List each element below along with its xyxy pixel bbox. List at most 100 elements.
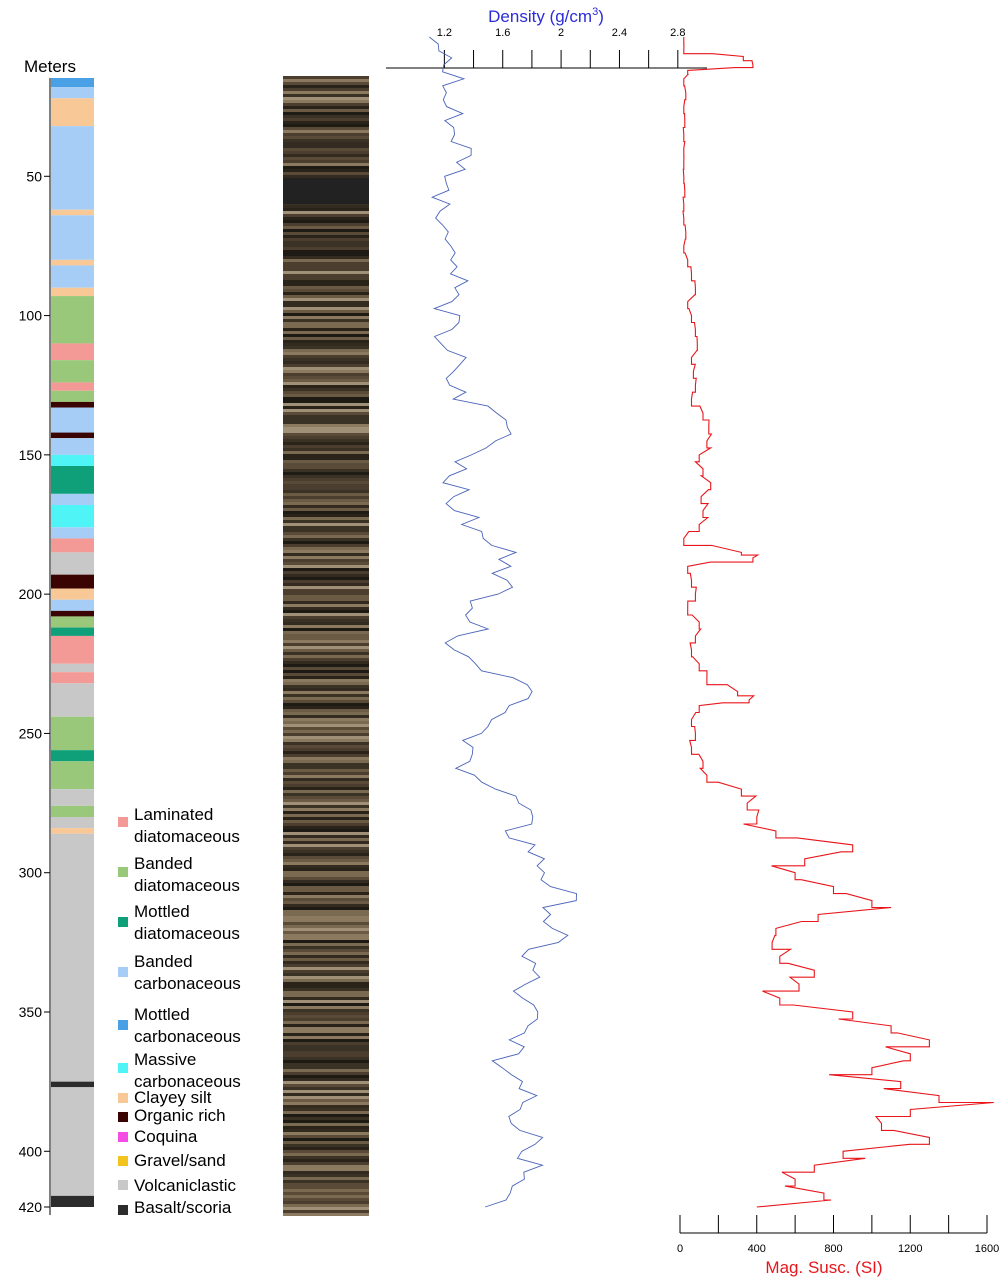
core-image-band bbox=[283, 1207, 369, 1210]
core-image-band bbox=[283, 373, 369, 376]
core-image-band bbox=[283, 949, 369, 952]
core-image-band bbox=[283, 583, 369, 586]
core-image-band bbox=[283, 124, 369, 127]
core-image-band bbox=[283, 1111, 369, 1114]
core-image-band bbox=[283, 493, 369, 496]
core-image-band bbox=[283, 268, 369, 271]
core-image-band bbox=[283, 1132, 369, 1135]
core-image-band bbox=[283, 661, 369, 664]
core-image-band bbox=[283, 358, 369, 361]
core-image-band bbox=[283, 487, 369, 490]
core-image-band bbox=[283, 943, 369, 946]
core-image-band bbox=[283, 802, 369, 805]
core-image-band bbox=[283, 703, 369, 706]
core-image-band bbox=[283, 1069, 369, 1072]
lithology-interval bbox=[51, 527, 94, 539]
core-image-band bbox=[283, 658, 369, 661]
lithology-interval bbox=[51, 750, 94, 762]
core-image-band bbox=[283, 631, 369, 634]
legend-label: Mottled bbox=[134, 902, 190, 921]
core-image-band bbox=[283, 1084, 369, 1087]
core-image-band bbox=[283, 244, 369, 247]
core-image-band bbox=[283, 541, 369, 544]
core-image-band bbox=[283, 670, 369, 673]
core-image-band bbox=[283, 844, 369, 847]
legend-swatch bbox=[118, 867, 128, 877]
core-image-band bbox=[283, 712, 369, 715]
core-image-band bbox=[283, 1201, 369, 1204]
lithology-interval bbox=[51, 98, 94, 127]
core-image-band bbox=[283, 1081, 369, 1084]
core-image-band bbox=[283, 217, 369, 220]
core-image-band bbox=[283, 856, 369, 859]
core-image-band bbox=[283, 1186, 369, 1189]
core-image-band bbox=[283, 1180, 369, 1183]
core-image-band bbox=[283, 85, 369, 88]
core-image-band bbox=[283, 1075, 369, 1078]
magsusc-tick-label: 800 bbox=[824, 1243, 842, 1255]
legend-swatch bbox=[118, 1156, 128, 1166]
core-image-band bbox=[283, 790, 369, 793]
core-image-band bbox=[283, 1006, 369, 1009]
core-image-band bbox=[283, 232, 369, 235]
core-image-band bbox=[283, 592, 369, 595]
core-image-band bbox=[283, 760, 369, 763]
density-series bbox=[429, 36, 577, 1208]
core-image-band bbox=[283, 424, 369, 427]
core-image-band bbox=[283, 250, 369, 253]
core-image-band bbox=[283, 94, 369, 97]
core-image-band bbox=[283, 727, 369, 730]
legend-label: Banded bbox=[134, 854, 193, 873]
legend-label: carbonaceous bbox=[134, 974, 241, 993]
lithology-interval bbox=[51, 672, 94, 684]
core-image-band bbox=[283, 646, 369, 649]
core-image-band bbox=[283, 433, 369, 436]
core-image-band bbox=[283, 139, 369, 142]
core-image-band bbox=[283, 106, 369, 109]
core-image-band bbox=[283, 457, 369, 460]
legend-swatch bbox=[118, 1132, 128, 1142]
density-axis: 1.2 1.6 2 2.4 2.8 bbox=[386, 27, 707, 69]
core-image-band bbox=[283, 532, 369, 535]
core-image-band bbox=[283, 883, 369, 886]
core-image-band bbox=[283, 988, 369, 991]
legend-swatch bbox=[118, 817, 128, 827]
core-image-band bbox=[283, 1099, 369, 1102]
core-image-band bbox=[283, 934, 369, 937]
core-image-band bbox=[283, 79, 369, 82]
core-image-band bbox=[283, 1153, 369, 1156]
core-image-band bbox=[283, 490, 369, 493]
core-image-band bbox=[283, 823, 369, 826]
density-axis-title: Density (g/cm3) bbox=[488, 6, 604, 26]
core-image-band bbox=[283, 427, 369, 430]
core-image-band bbox=[283, 586, 369, 589]
core-image-band bbox=[283, 796, 369, 799]
core-image-band bbox=[283, 910, 369, 913]
core-image-band bbox=[283, 859, 369, 862]
core-image-band bbox=[283, 1093, 369, 1096]
core-image-band bbox=[283, 238, 369, 241]
core-image-band bbox=[283, 976, 369, 979]
core-image-band bbox=[283, 145, 369, 148]
depth-tick-label: 250 bbox=[19, 725, 43, 741]
core-image-band bbox=[283, 784, 369, 787]
core-image-band bbox=[283, 706, 369, 709]
lithology-interval bbox=[51, 716, 94, 751]
core-image-band bbox=[283, 355, 369, 358]
depth-tick-label: 200 bbox=[19, 586, 43, 602]
lithology-interval bbox=[51, 390, 94, 402]
lithology-interval bbox=[51, 126, 94, 210]
legend-label: Massive bbox=[134, 1050, 196, 1069]
core-image-band bbox=[283, 259, 369, 262]
density-tick-label: 2 bbox=[558, 27, 564, 39]
core-image-band bbox=[283, 889, 369, 892]
core-image-band bbox=[283, 412, 369, 415]
core-image-band bbox=[283, 1147, 369, 1150]
core-image-band bbox=[283, 343, 369, 346]
core-image-band bbox=[283, 376, 369, 379]
core-image-band bbox=[283, 925, 369, 928]
depth-axis-title: Meters bbox=[24, 57, 76, 76]
core-image-band bbox=[283, 496, 369, 499]
core-image-band bbox=[283, 871, 369, 874]
